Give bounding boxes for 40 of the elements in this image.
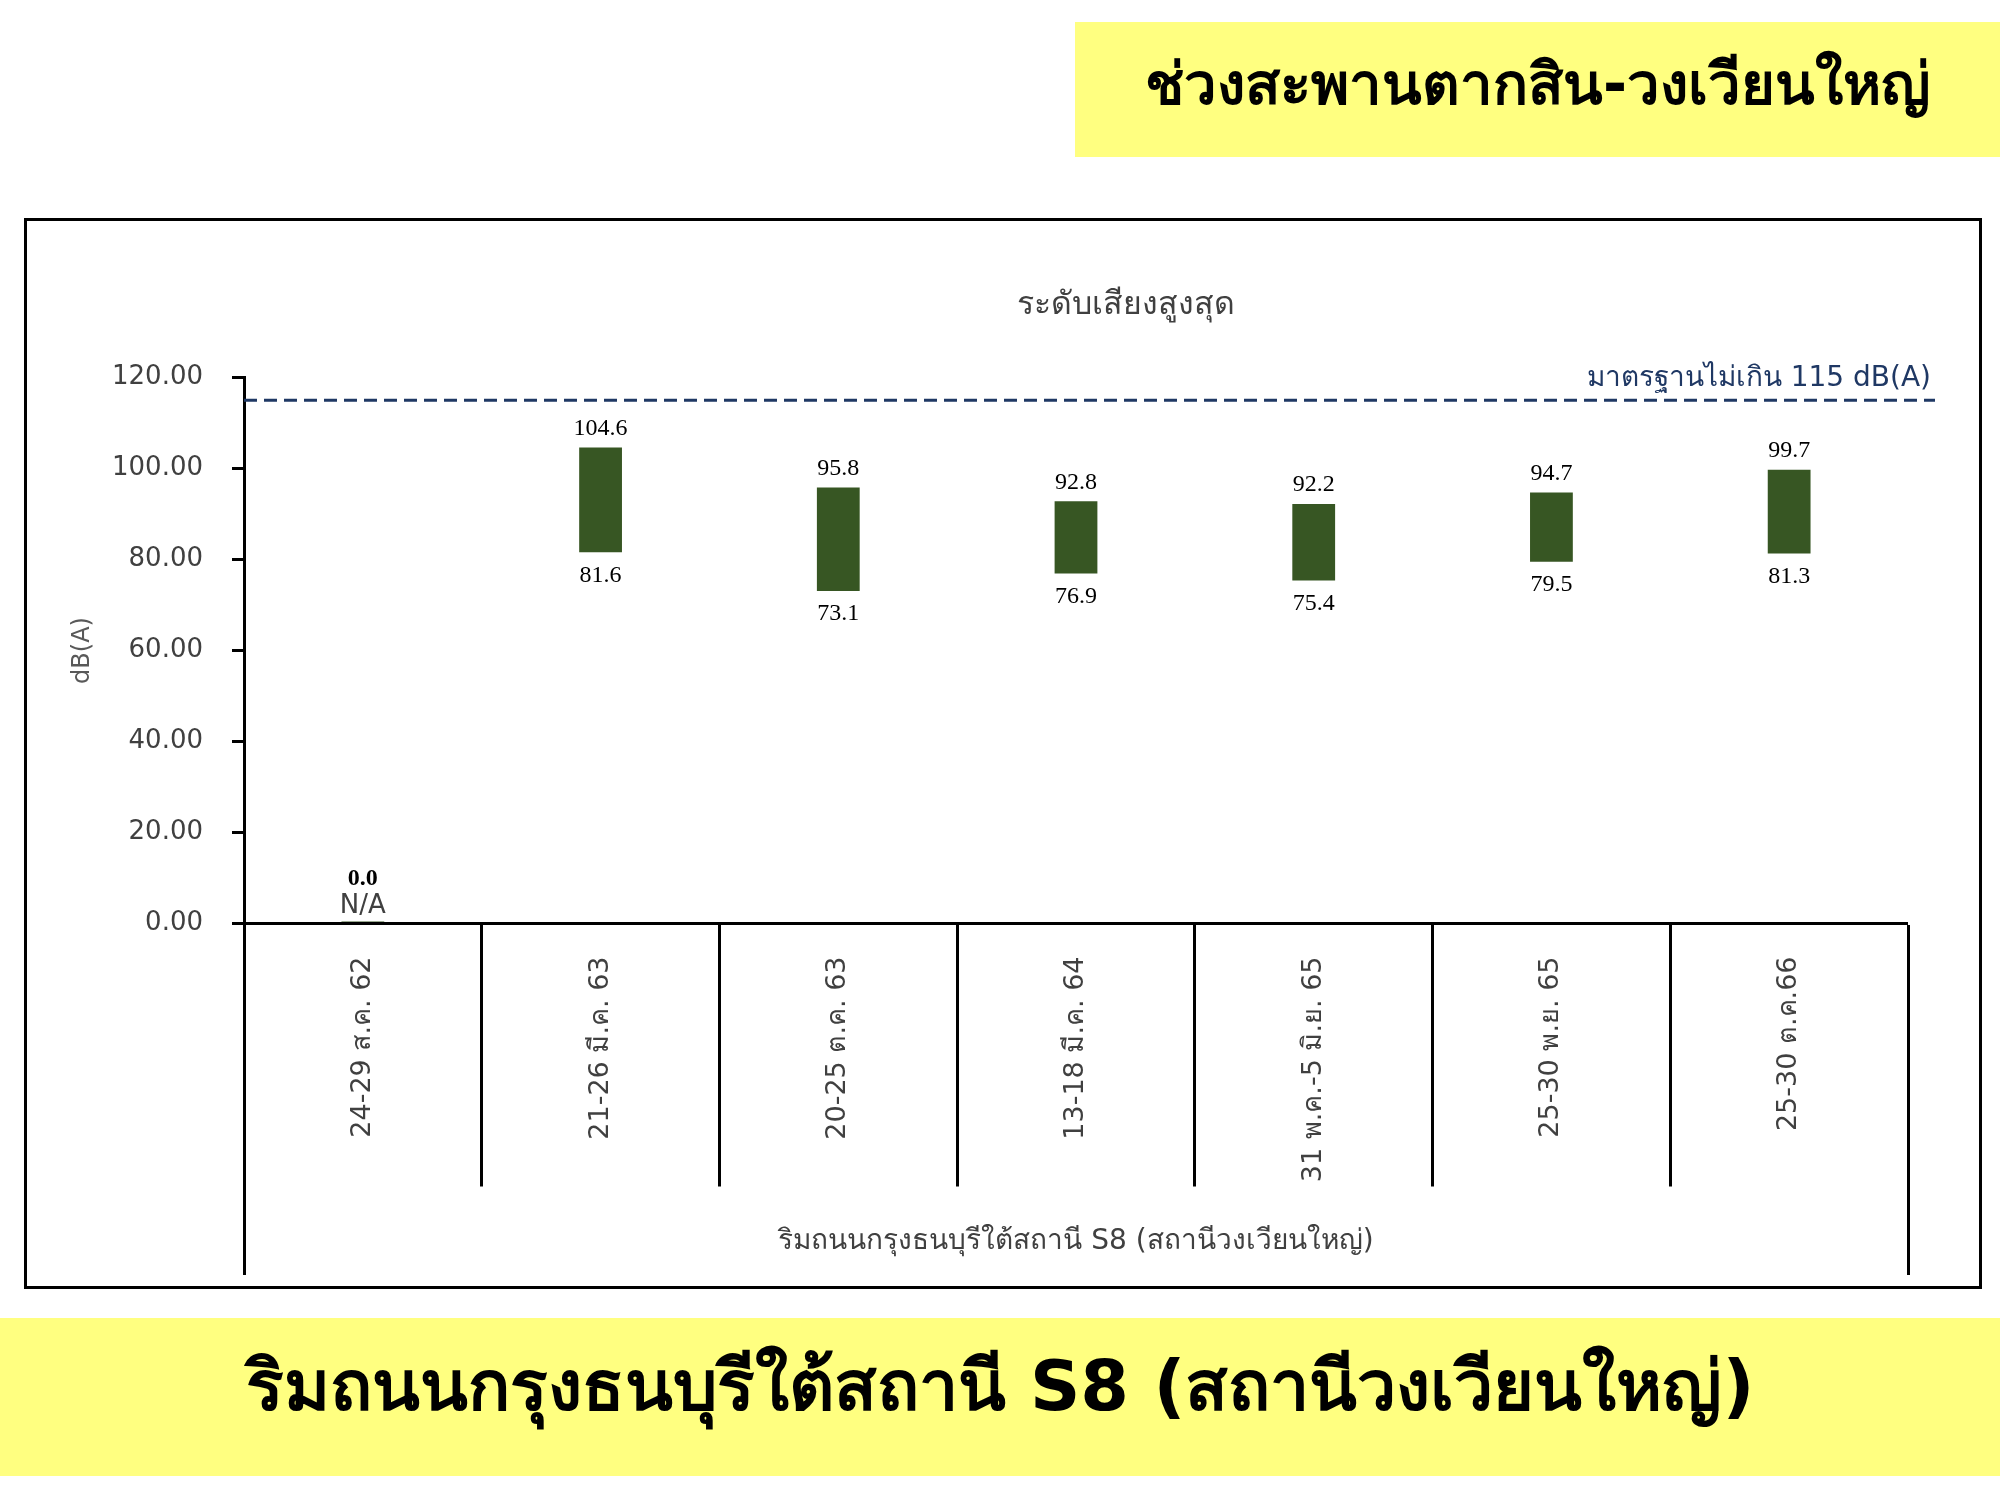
annotation: 79.5 [1530,570,1573,597]
bar [1767,469,1811,554]
y-tick-label: 80.00 [128,542,203,573]
bar [816,487,860,591]
x-tick-label: 25-30 พ.ย. 65 [1533,956,1565,1138]
bar [579,447,622,553]
x-tick-label: 31 พ.ค.-5 มิ.ย. 65 [1295,956,1327,1183]
y-tick-label: 100.00 [112,451,203,482]
header-banner: ช่วงสะพานตากสิน-วงเวียนใหญ่ [1075,22,2000,157]
x-tick-label: 13-18 มี.ค. 64 [1058,956,1090,1140]
annotation: 73.1 [817,599,860,626]
ref-line-label: มาตรฐานไม่เกิน 115 dB(A) [1586,359,1931,393]
footer-banner: ริมถนนกรุงธนบุรีใต้สถานี S8 (สถานีวงเวียนใหญ่) [0,1318,2000,1476]
data-label: 0.0 N/A [339,863,387,920]
data-label: 104.6 [573,413,628,440]
y-tick-label: 0.00 [145,906,203,937]
data-label: 92.8 [1055,467,1097,494]
bar [1292,503,1336,581]
bar [1054,501,1098,574]
y-tick-label: 120.00 [112,360,203,391]
data-label: 99.7 [1768,436,1811,463]
annotation: 75.4 [1292,588,1335,615]
bar [1530,492,1573,562]
annotation: 81.6 [579,560,622,587]
data-label: 95.8 [817,453,860,480]
annotation: 81.3 [1768,561,1811,588]
y-axis-title: dB(A) [66,617,95,684]
data-label: 94.7 [1530,458,1573,485]
x-axis-title: ริมถนนกรุงธนบุรีใต้สถานี S8 (สถานีวงเวียนใหญ่) [777,1223,1374,1258]
y-tick-label: 40.00 [128,724,203,755]
chart-title: ช่วงสะพานตากสิน-วงเวียนใหญ่ [1144,49,1931,120]
y-tick-label: 20.00 [128,815,203,846]
y-tick-label: 60.00 [128,633,203,664]
x-tick-label: 24-29 ส.ค. 62 [344,956,376,1138]
x-tick-label: 20-25 ต.ค. 63 [820,956,852,1140]
data-label: 92.2 [1292,470,1335,497]
chart-subtitle: ระดับเสียงสูงสุด [1017,282,1235,325]
annotation: 76.9 [1055,581,1097,608]
x-tick-label: 25-30 ต.ค.66 [1771,956,1803,1132]
x-tick-label: 21-26 มี.ค. 63 [582,956,614,1140]
